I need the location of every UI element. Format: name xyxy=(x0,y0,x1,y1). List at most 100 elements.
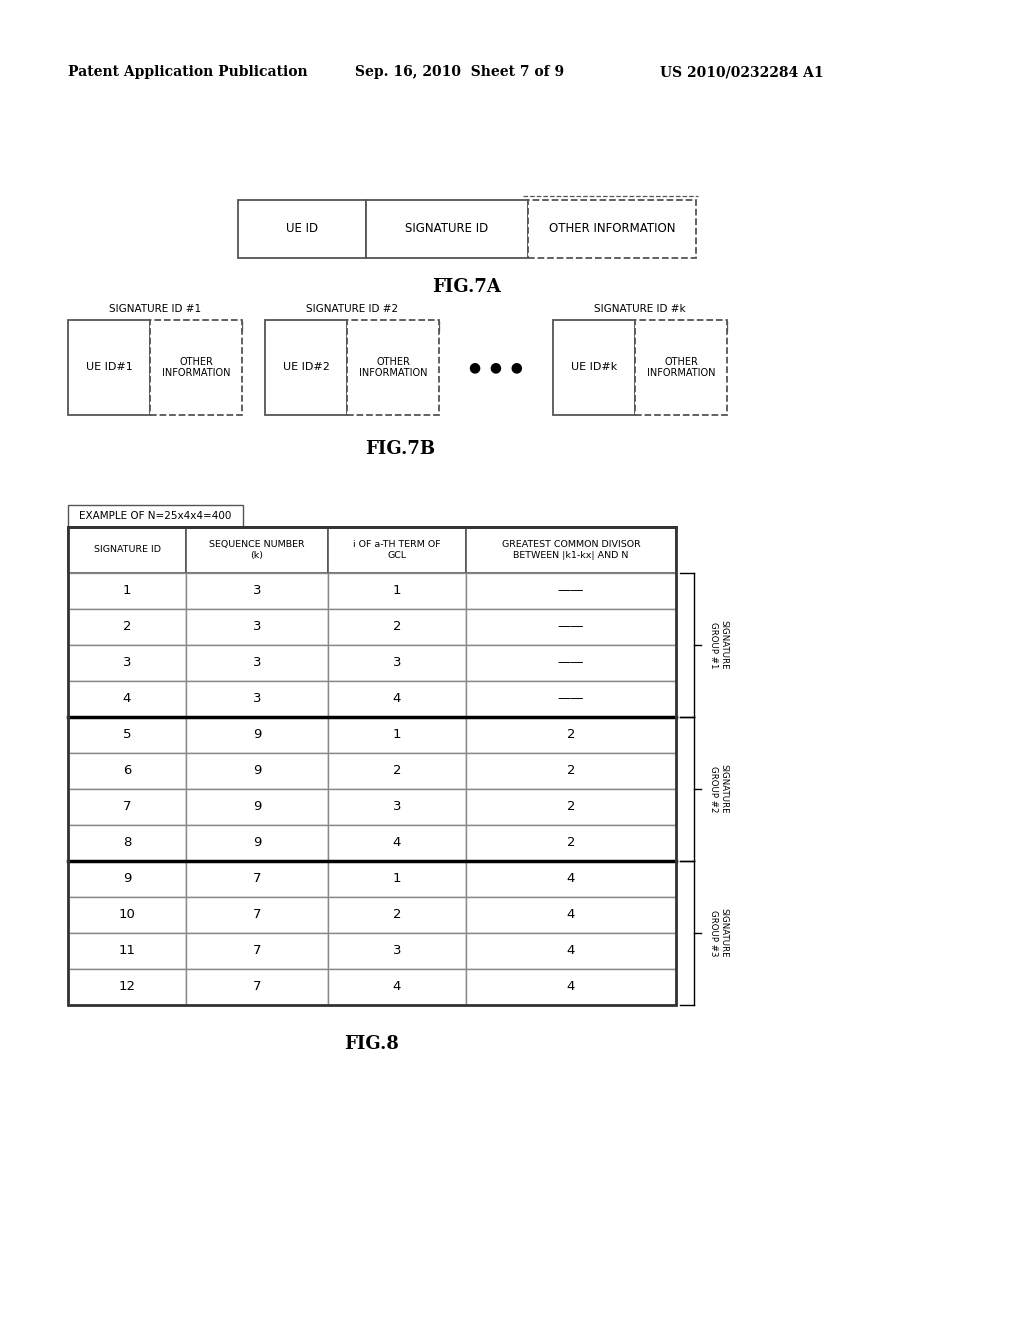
Text: SIGNATURE ID #k: SIGNATURE ID #k xyxy=(594,304,686,314)
Text: UE ID#k: UE ID#k xyxy=(570,363,617,372)
Bar xyxy=(186,933,328,969)
Bar xyxy=(68,681,186,717)
Bar xyxy=(466,825,676,861)
Text: SIGNATURE ID #2: SIGNATURE ID #2 xyxy=(306,304,398,314)
Text: 7: 7 xyxy=(253,873,261,886)
Bar xyxy=(186,825,328,861)
Bar xyxy=(186,645,328,681)
Text: SIGNATURE
GROUP #3: SIGNATURE GROUP #3 xyxy=(710,908,729,958)
Text: 2: 2 xyxy=(123,620,131,634)
Bar xyxy=(328,681,466,717)
Bar xyxy=(265,319,347,414)
Text: OTHER INFORMATION: OTHER INFORMATION xyxy=(549,223,675,235)
Text: 3: 3 xyxy=(253,620,261,634)
Bar xyxy=(328,861,466,898)
Text: 9: 9 xyxy=(253,800,261,813)
Bar xyxy=(528,201,696,257)
Bar xyxy=(466,717,676,752)
Text: 4: 4 xyxy=(567,908,575,921)
Text: FIG.7B: FIG.7B xyxy=(365,440,435,458)
Text: ——: —— xyxy=(558,620,585,634)
Bar xyxy=(466,681,676,717)
Bar xyxy=(186,717,328,752)
Text: Patent Application Publication: Patent Application Publication xyxy=(68,65,307,79)
Bar xyxy=(186,898,328,933)
Text: 4: 4 xyxy=(567,873,575,886)
Text: 4: 4 xyxy=(567,945,575,957)
Text: 9: 9 xyxy=(253,837,261,850)
Text: Sep. 16, 2010  Sheet 7 of 9: Sep. 16, 2010 Sheet 7 of 9 xyxy=(355,65,564,79)
Text: SIGNATURE ID: SIGNATURE ID xyxy=(93,545,161,554)
Bar xyxy=(68,609,186,645)
Text: 10: 10 xyxy=(119,908,135,921)
Bar xyxy=(466,933,676,969)
Text: 11: 11 xyxy=(119,945,135,957)
Bar xyxy=(186,861,328,898)
Text: 1: 1 xyxy=(393,729,401,742)
Bar xyxy=(68,969,186,1005)
Bar xyxy=(328,527,466,573)
Bar xyxy=(328,969,466,1005)
Text: 2: 2 xyxy=(393,764,401,777)
Bar xyxy=(466,645,676,681)
Bar xyxy=(328,933,466,969)
Bar xyxy=(635,319,727,414)
Text: OTHER
INFORMATION: OTHER INFORMATION xyxy=(647,356,715,379)
Text: 9: 9 xyxy=(253,764,261,777)
Bar xyxy=(553,319,635,414)
Text: OTHER
INFORMATION: OTHER INFORMATION xyxy=(358,356,427,379)
Text: ——: —— xyxy=(558,693,585,705)
Text: SIGNATURE ID: SIGNATURE ID xyxy=(406,223,488,235)
Text: 1: 1 xyxy=(393,585,401,598)
Text: 2: 2 xyxy=(566,764,575,777)
Bar xyxy=(366,201,528,257)
Text: 3: 3 xyxy=(253,693,261,705)
Bar xyxy=(466,752,676,789)
Bar xyxy=(466,573,676,609)
Bar xyxy=(68,319,150,414)
Bar xyxy=(68,573,186,609)
Text: ——: —— xyxy=(558,656,585,669)
Bar xyxy=(466,861,676,898)
Bar xyxy=(68,825,186,861)
Text: 9: 9 xyxy=(123,873,131,886)
Text: 4: 4 xyxy=(393,837,401,850)
Bar xyxy=(68,645,186,681)
Text: EXAMPLE OF N=25x4x4=400: EXAMPLE OF N=25x4x4=400 xyxy=(79,511,231,521)
Text: 4: 4 xyxy=(123,693,131,705)
Bar xyxy=(68,898,186,933)
Bar xyxy=(466,898,676,933)
Text: 2: 2 xyxy=(393,908,401,921)
Text: 9: 9 xyxy=(253,729,261,742)
Bar xyxy=(186,789,328,825)
Text: UE ID#2: UE ID#2 xyxy=(283,363,330,372)
Bar xyxy=(186,752,328,789)
Text: 7: 7 xyxy=(253,945,261,957)
Text: ●  ●  ●: ● ● ● xyxy=(469,360,523,375)
Text: 3: 3 xyxy=(253,585,261,598)
Text: 4: 4 xyxy=(567,981,575,994)
Text: 2: 2 xyxy=(566,729,575,742)
Bar xyxy=(68,717,186,752)
Text: 1: 1 xyxy=(393,873,401,886)
Bar xyxy=(68,752,186,789)
Bar xyxy=(68,861,186,898)
Bar xyxy=(186,573,328,609)
Text: 2: 2 xyxy=(393,620,401,634)
Text: 6: 6 xyxy=(123,764,131,777)
Text: FIG.7A: FIG.7A xyxy=(432,279,502,296)
Bar xyxy=(68,789,186,825)
Bar xyxy=(347,319,439,414)
Text: SIGNATURE
GROUP #1: SIGNATURE GROUP #1 xyxy=(710,620,729,669)
Text: 1: 1 xyxy=(123,585,131,598)
Text: OTHER
INFORMATION: OTHER INFORMATION xyxy=(162,356,230,379)
Text: FIG.8: FIG.8 xyxy=(344,1035,399,1053)
Text: 3: 3 xyxy=(393,656,401,669)
Text: SIGNATURE
GROUP #2: SIGNATURE GROUP #2 xyxy=(710,764,729,814)
Bar xyxy=(68,527,676,1005)
Bar xyxy=(328,898,466,933)
Bar xyxy=(466,527,676,573)
Bar xyxy=(238,201,366,257)
Text: 3: 3 xyxy=(253,656,261,669)
Text: UE ID#1: UE ID#1 xyxy=(86,363,132,372)
